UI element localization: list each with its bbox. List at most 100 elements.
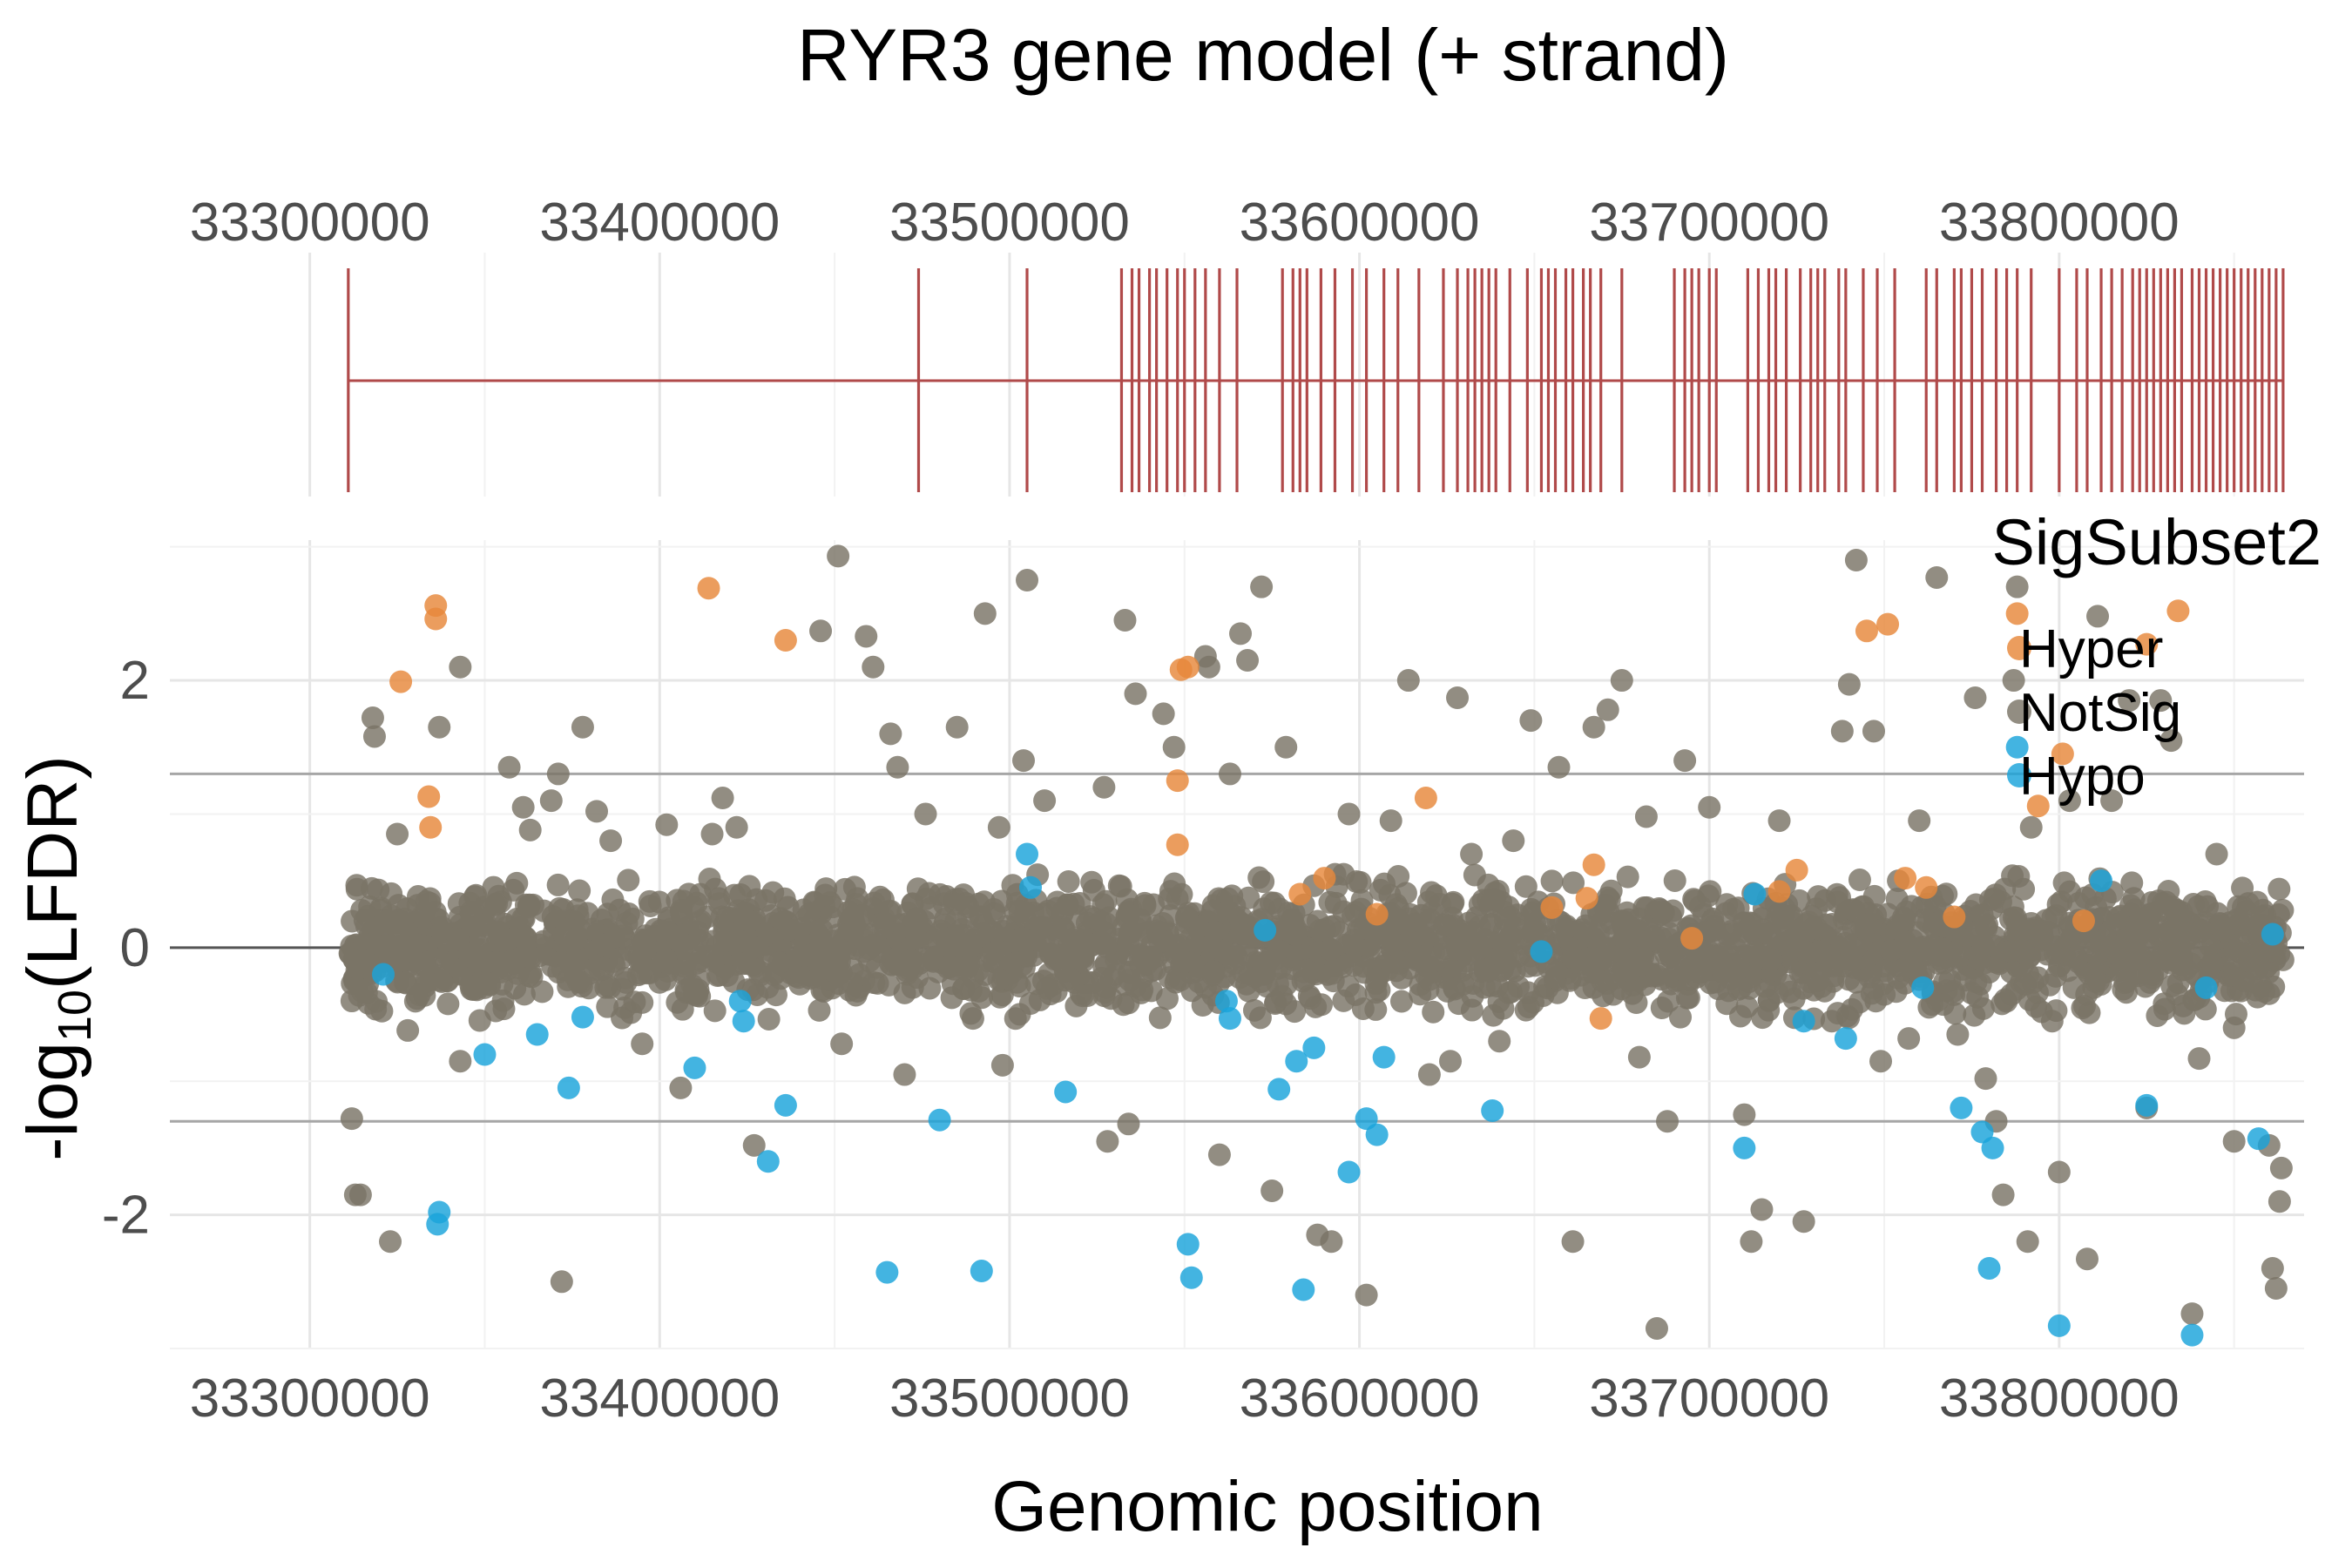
notsig-band-point <box>987 968 1010 991</box>
notsig-band-point <box>1900 895 1923 918</box>
notsig-band-point <box>844 983 868 1007</box>
notsig-band-point <box>1450 919 1473 943</box>
notsig-point <box>655 813 679 836</box>
notsig-band-point <box>1030 916 1053 939</box>
legend-label-notsig: NotSig <box>2019 683 2181 743</box>
notsig-band-point <box>460 945 483 969</box>
hypo-point <box>2005 735 2029 759</box>
hyper-point <box>419 815 443 839</box>
notsig-band-point <box>672 889 695 913</box>
notsig-band-point <box>2044 943 2067 966</box>
notsig-band-point <box>1259 891 1282 915</box>
notsig-point <box>539 789 563 813</box>
notsig-band-point <box>1057 869 1080 893</box>
notsig-band-point <box>345 877 368 901</box>
notsig-band-point <box>578 962 601 985</box>
hypo-point <box>1302 1036 1326 1059</box>
notsig-band-point <box>899 948 923 971</box>
notsig-point <box>2086 605 2110 628</box>
notsig-band-point <box>546 873 570 896</box>
notsig-point <box>2222 1130 2246 1153</box>
notsig-point <box>987 815 1010 839</box>
notsig-band-point <box>906 877 929 901</box>
notsig-band-point <box>647 890 671 914</box>
y-tick-label: -2 <box>102 1186 150 1246</box>
notsig-band-point <box>1517 955 1540 978</box>
notsig-point <box>2016 1230 2039 1254</box>
notsig-band-point <box>1479 913 1503 936</box>
notsig-point <box>855 625 878 648</box>
notsig-band-point <box>634 924 658 948</box>
hypo-point <box>1179 1266 1203 1289</box>
notsig-band-point <box>703 999 727 1023</box>
hypo-point <box>1365 1123 1389 1146</box>
notsig-band-point <box>808 998 831 1022</box>
hyper-point <box>2166 599 2190 623</box>
hyper-point <box>1943 905 1966 929</box>
notsig-point <box>2002 669 2025 693</box>
hyper-point <box>1414 787 1437 810</box>
notsig-band-point <box>1389 990 1413 1013</box>
notsig-band-point <box>972 890 996 914</box>
hypo-point <box>2247 1127 2270 1151</box>
notsig-band-point <box>2199 934 2222 957</box>
notsig-point <box>1396 669 1420 693</box>
hypo-point <box>1267 1078 1291 1101</box>
hypo-point <box>970 1260 993 1283</box>
hypo-point <box>1733 1136 1756 1159</box>
notsig-point <box>1117 1112 1140 1136</box>
notsig-band-point <box>482 875 505 899</box>
notsig-point <box>571 715 594 739</box>
notsig-point <box>1820 1010 1843 1033</box>
notsig-point <box>1869 1050 1893 1073</box>
notsig-point <box>396 1018 420 1042</box>
notsig-point <box>1946 1023 1970 1046</box>
notsig-band-point <box>932 892 956 916</box>
notsig-band-point <box>1587 922 1611 945</box>
notsig-band-point <box>1008 975 1031 998</box>
notsig-band-point <box>2119 894 2142 917</box>
notsig-point <box>2205 842 2228 866</box>
notsig-band-point <box>1685 965 1708 989</box>
notsig-point <box>725 815 748 839</box>
notsig-point <box>1610 669 1633 693</box>
notsig-band-point <box>617 902 640 926</box>
hyper-point <box>1876 612 1900 636</box>
notsig-band-point <box>666 990 689 1014</box>
legend-key-hypo <box>2007 763 2031 787</box>
notsig-band-point <box>1216 887 1240 910</box>
notsig-band-point <box>1018 992 1042 1016</box>
notsig-band-point <box>581 917 605 941</box>
notsig-band-point <box>631 990 654 1014</box>
notsig-band-point <box>654 947 678 970</box>
notsig-band-point <box>1387 865 1410 889</box>
notsig-band-point <box>2170 901 2193 924</box>
notsig-band-point <box>938 955 962 978</box>
notsig-band-point <box>1203 920 1227 943</box>
notsig-band-point <box>1443 977 1466 1001</box>
hypo-point <box>875 1260 899 1284</box>
notsig-band-point <box>1487 990 1511 1013</box>
gene-model-x-tick-labels: 33300000 33400000 33500000 33600000 33700000… <box>190 193 2180 253</box>
notsig-point <box>361 706 384 730</box>
hypo-point <box>1254 918 1277 942</box>
notsig-point <box>879 722 902 746</box>
notsig-band-point <box>1332 900 1355 923</box>
notsig-band-point <box>1801 916 1825 940</box>
notsig-band-point <box>1650 997 1673 1020</box>
notsig-point <box>1092 775 1116 799</box>
notsig-band-point <box>2268 877 2291 901</box>
hypo-point <box>683 1056 706 1079</box>
hyper-point <box>697 577 720 600</box>
notsig-point <box>1446 686 1470 709</box>
notsig-band-point <box>2160 974 2184 997</box>
notsig-band-point <box>1247 866 1271 889</box>
gene-x-tick-label: 33400000 <box>539 193 780 253</box>
notsig-point <box>830 1032 854 1056</box>
notsig-band-point <box>355 914 378 937</box>
notsig-band-point <box>1846 937 1869 961</box>
notsig-point <box>599 829 623 853</box>
notsig-point <box>1547 755 1571 779</box>
notsig-band-point <box>519 946 543 970</box>
